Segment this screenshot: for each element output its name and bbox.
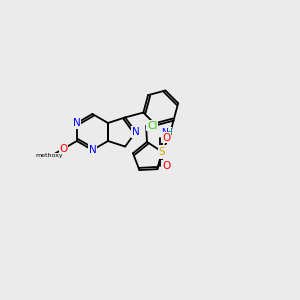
Text: O: O bbox=[162, 133, 170, 143]
Text: H: H bbox=[165, 128, 172, 137]
Text: N: N bbox=[161, 128, 168, 137]
Text: O: O bbox=[162, 161, 170, 171]
Text: methoxy: methoxy bbox=[35, 153, 63, 158]
Text: N: N bbox=[88, 145, 96, 155]
Text: S: S bbox=[158, 145, 166, 158]
Text: Cl: Cl bbox=[147, 121, 157, 131]
Text: S: S bbox=[159, 147, 165, 157]
Text: N: N bbox=[132, 127, 140, 137]
Text: O: O bbox=[59, 144, 68, 154]
Text: N: N bbox=[73, 118, 81, 128]
